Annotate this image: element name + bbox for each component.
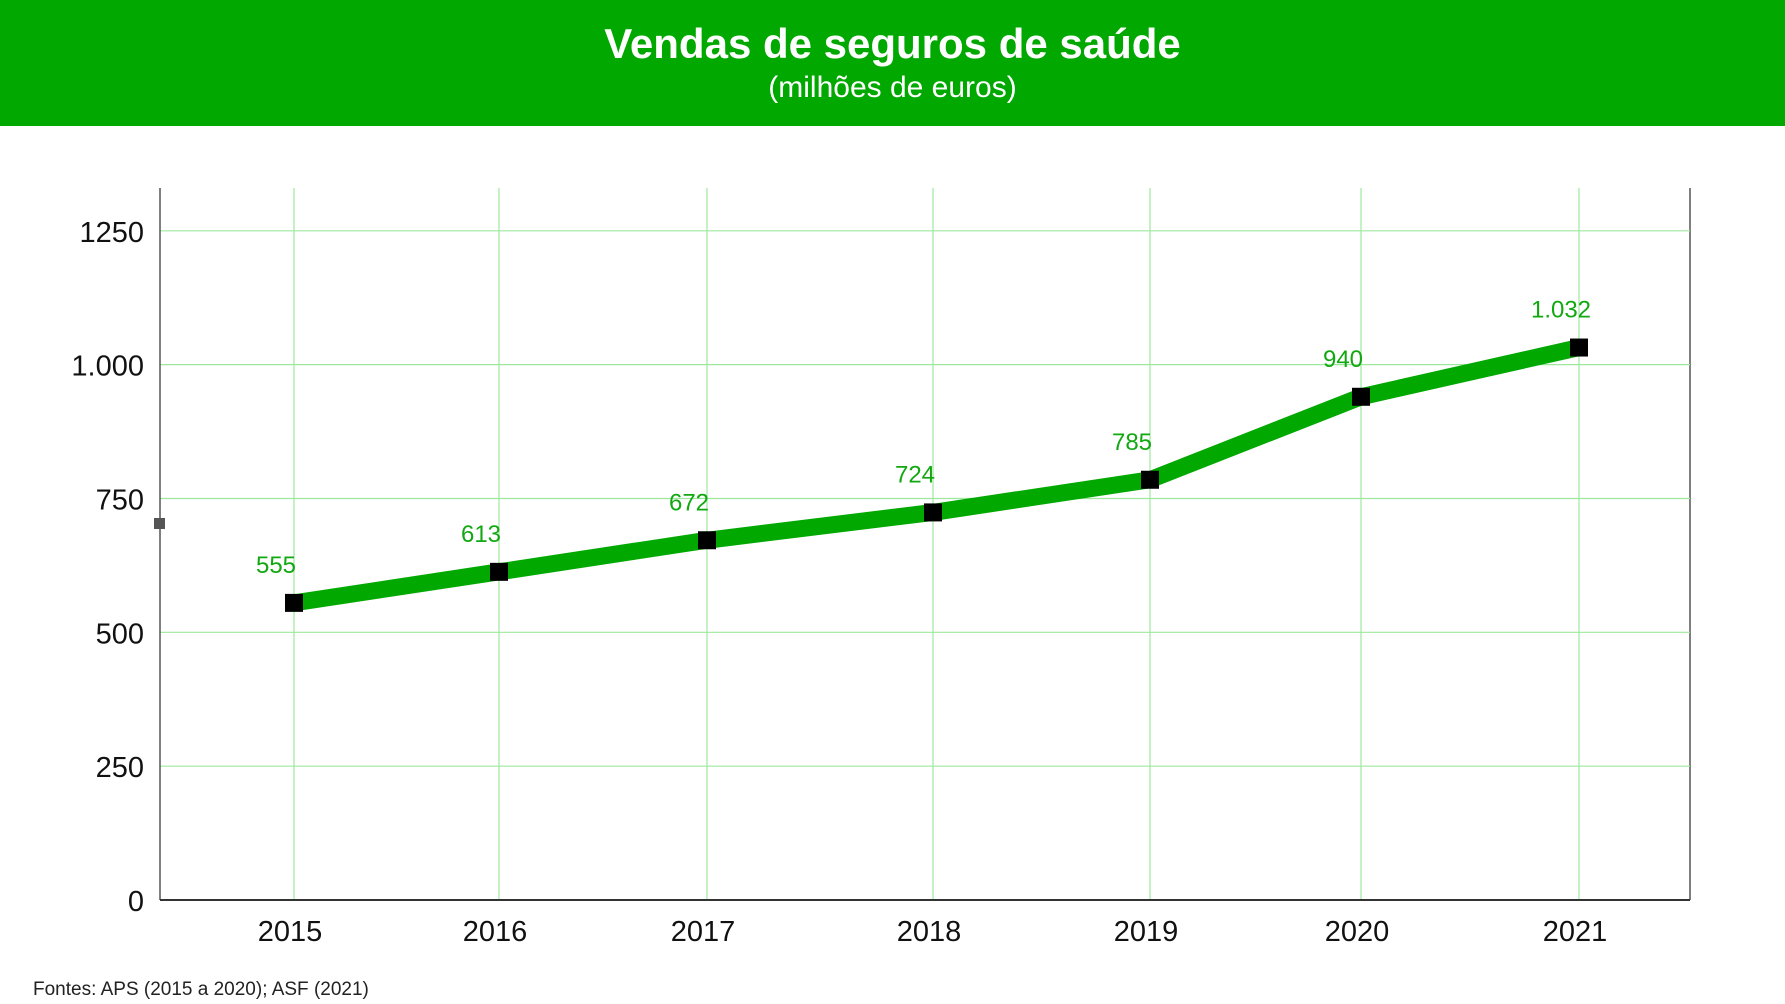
y-tick-label: 250 <box>96 752 144 784</box>
chart-title: Vendas de seguros de saúde <box>604 20 1181 67</box>
x-tick-label: 2020 <box>1325 916 1390 948</box>
x-tick-label: 2019 <box>1114 916 1179 948</box>
series-line <box>292 339 1581 612</box>
y-tick-label: 1.000 <box>71 351 144 383</box>
x-tick-label: 2016 <box>463 916 528 948</box>
data-label: 724 <box>895 461 935 488</box>
data-point-marker <box>698 531 716 550</box>
data-point-marker <box>1141 470 1159 489</box>
data-label: 613 <box>461 521 501 548</box>
data-point-marker <box>285 593 303 612</box>
data-point-marker <box>1570 338 1588 357</box>
chart-header: Vendas de seguros de saúde (milhões de e… <box>0 0 1785 126</box>
y-tick-label: 1250 <box>79 217 144 249</box>
data-label: 940 <box>1323 346 1363 373</box>
data-point-marker <box>1352 387 1370 406</box>
data-point-marker <box>924 503 942 522</box>
y-axis-marker <box>154 518 165 529</box>
x-tick-label: 2021 <box>1543 916 1608 948</box>
data-point-marker <box>490 562 508 581</box>
data-label: 672 <box>669 489 709 516</box>
data-label: 555 <box>256 552 296 579</box>
y-tick-label: 0 <box>128 886 144 918</box>
x-tick-label: 2018 <box>897 916 962 948</box>
y-tick-label: 750 <box>96 484 144 516</box>
source-note: Fontes: APS (2015 a 2020); ASF (2021) <box>33 979 369 1000</box>
chart-subtitle: (milhões de euros) <box>768 71 1017 104</box>
data-label: 1.032 <box>1531 297 1591 324</box>
x-tick-label: 2017 <box>671 916 736 948</box>
data-label: 785 <box>1112 429 1152 456</box>
x-tick-label: 2015 <box>258 916 323 948</box>
y-tick-label: 500 <box>96 618 144 650</box>
